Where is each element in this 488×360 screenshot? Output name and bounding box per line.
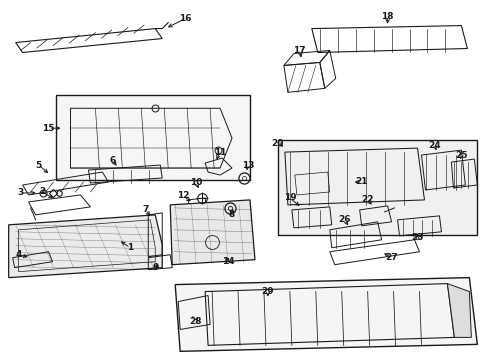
Text: 8: 8 (228, 210, 235, 219)
Bar (56, 95, 249, 180)
Text: 1: 1 (127, 243, 133, 252)
Text: 18: 18 (381, 12, 393, 21)
Text: 23: 23 (410, 233, 423, 242)
Bar (277, 140, 476, 235)
Text: 9: 9 (152, 263, 158, 272)
Polygon shape (175, 278, 476, 351)
Text: 7: 7 (142, 206, 148, 215)
Text: 12: 12 (177, 192, 189, 201)
Text: 15: 15 (42, 124, 55, 133)
Text: 4: 4 (16, 250, 22, 259)
Text: 5: 5 (36, 161, 41, 170)
Text: 6: 6 (109, 156, 115, 165)
Text: 19: 19 (283, 193, 296, 202)
Text: 11: 11 (213, 148, 226, 157)
Text: 20: 20 (271, 139, 284, 148)
Text: 29: 29 (261, 287, 274, 296)
Text: 22: 22 (361, 195, 373, 204)
Text: 25: 25 (454, 150, 467, 159)
Text: 13: 13 (241, 161, 254, 170)
Text: 28: 28 (188, 317, 201, 326)
Text: 10: 10 (189, 179, 202, 188)
Polygon shape (447, 284, 470, 337)
Text: 2: 2 (40, 188, 45, 197)
Polygon shape (170, 200, 254, 265)
Text: 16: 16 (179, 14, 191, 23)
Text: 3: 3 (18, 188, 24, 197)
Text: 26: 26 (338, 215, 350, 224)
Text: 27: 27 (385, 253, 397, 262)
Text: 17: 17 (293, 46, 305, 55)
Text: r: r (191, 315, 193, 320)
Polygon shape (9, 215, 162, 278)
Text: 14: 14 (221, 257, 234, 266)
Text: 24: 24 (427, 141, 440, 150)
Text: 21: 21 (355, 177, 367, 186)
